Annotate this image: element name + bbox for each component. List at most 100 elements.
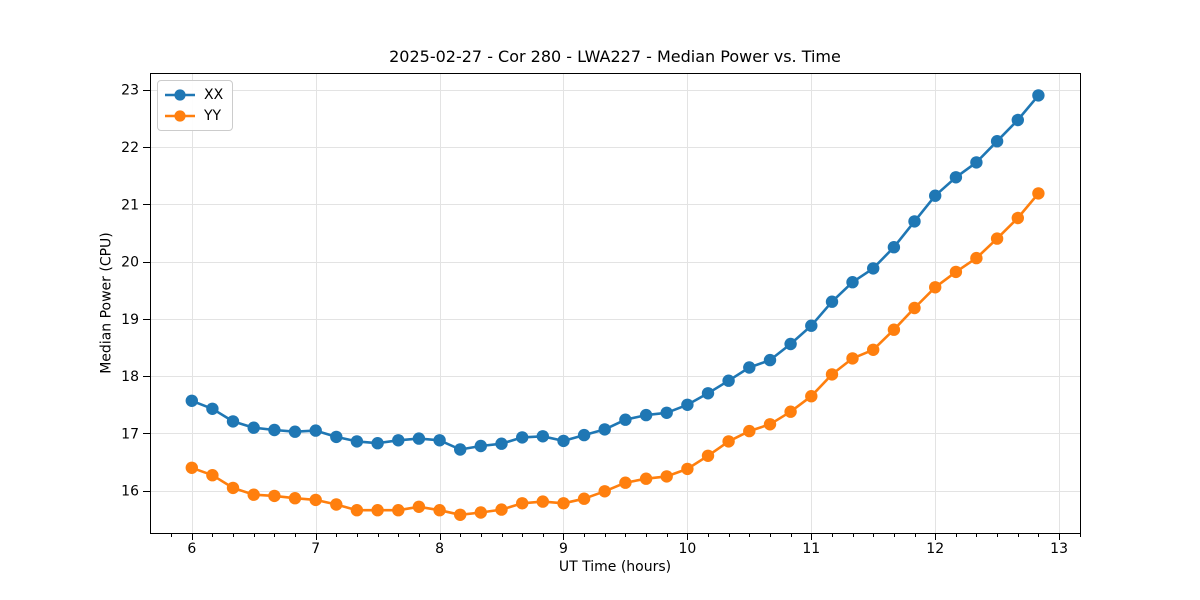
series-yy-point [557,497,570,510]
axes-frame [150,73,1081,534]
series-xx-point [495,437,508,450]
chart-title: 2025-02-27 - Cor 280 - LWA227 - Median P… [389,47,841,66]
series-yy-point [598,485,611,498]
series-xx-point [722,374,735,387]
series-xx-point [185,394,198,407]
series-xx-point [516,431,529,444]
series-xx-point [846,276,859,289]
series-xx-point [392,434,405,447]
series-xx-point [681,398,694,411]
series-yy-point [681,462,694,476]
series-xx-point [557,434,570,448]
series-xx-point [619,413,632,426]
x-tick-label-7: 7 [311,541,320,557]
series-yy-point [949,265,963,279]
series-xx-point [330,430,343,444]
series-xx-point [701,387,715,400]
x-tick-label-12: 12 [926,541,944,557]
series-yy-point [474,506,487,519]
series-yy-point [846,352,859,365]
series-yy-point [577,492,591,505]
series-yy-point [309,493,322,507]
series-yy-point [371,504,384,517]
series-xx-point [350,435,364,448]
series-yy-point [185,461,198,474]
y-tick-label-20: 20 [121,255,139,271]
series-yy-point [990,232,1004,245]
y-tick-label-18: 18 [121,369,139,385]
series-yy-point [536,495,549,508]
series-yy-point [639,472,653,485]
x-tick-label-10: 10 [678,541,696,557]
y-tick-label-16: 16 [121,484,139,500]
y-tick-label-21: 21 [121,197,139,213]
legend-label-xx: XX [204,87,224,103]
series-yy-point [825,368,839,381]
series-yy-point [784,405,797,418]
series-xx-point [805,319,818,332]
series-yy-line [191,192,1040,517]
series-yy-point [805,390,818,403]
series-xx-point [949,171,963,184]
series-xx-point [536,430,549,443]
x-tick-label-8: 8 [435,541,444,557]
series-xx-point [867,262,880,275]
series-xx-point [784,337,797,351]
y-tick-label-22: 22 [121,140,139,156]
x-tick-label-13: 13 [1050,541,1068,557]
legend-item-xx: XX [163,85,223,105]
legend-label-yy: YY [204,108,222,124]
y-axis-label: Median Power (CPU) [98,232,115,374]
series-yy-point [288,492,302,505]
series-yy-point [247,488,260,501]
series-xx-point [743,361,756,374]
series-xx-point [598,423,611,436]
series-xx-point [288,425,302,438]
series-yy-point [701,449,715,462]
series-yy-point [433,504,446,517]
series-yy-point [743,424,756,438]
series-yy-point [226,481,240,495]
series-yy-point [887,323,901,336]
series-yy-point [268,489,281,503]
series-yy-point [330,498,343,511]
series-xx-point [908,215,921,228]
series-xx-point [268,423,281,437]
x-tick-label-6: 6 [187,541,196,557]
series-xx-point [474,439,487,453]
series-yy-point [867,343,880,356]
series-xx-point [825,295,839,308]
series-yy-point [722,435,735,448]
series-yy-point [350,504,364,517]
series-xx-point [226,415,240,428]
series-yy-point [908,301,921,315]
series-xx-point [577,428,591,442]
series-yy-point [454,508,467,521]
yy-series-marker-icon [165,110,195,122]
x-tick-label-11: 11 [802,541,820,557]
series-xx-point [970,156,983,169]
series-xx-point [371,437,384,450]
series-xx-point [247,421,260,434]
series-xx-point [412,432,426,445]
series-xx-point [660,406,673,419]
series-yy-point [206,469,219,482]
series-yy-point [660,470,673,483]
series-yy-point [495,503,508,516]
series-yy-point [970,251,983,265]
legend: XX YY [157,80,234,131]
series-xx-line [191,94,1040,451]
x-tick-label-9: 9 [559,541,568,557]
series-xx-point [1032,89,1045,102]
series-xx-point [433,434,446,447]
series-yy-point [1011,211,1024,225]
series-xx-point [929,189,942,202]
y-tick-label-23: 23 [121,83,139,99]
x-axis-label: UT Time (hours) [558,559,672,575]
series-xx-point [1011,113,1024,127]
series-xx-point [639,408,653,422]
series-yy-point [516,497,529,510]
legend-item-yy: YY [163,106,223,126]
series-xx-point [763,353,777,367]
